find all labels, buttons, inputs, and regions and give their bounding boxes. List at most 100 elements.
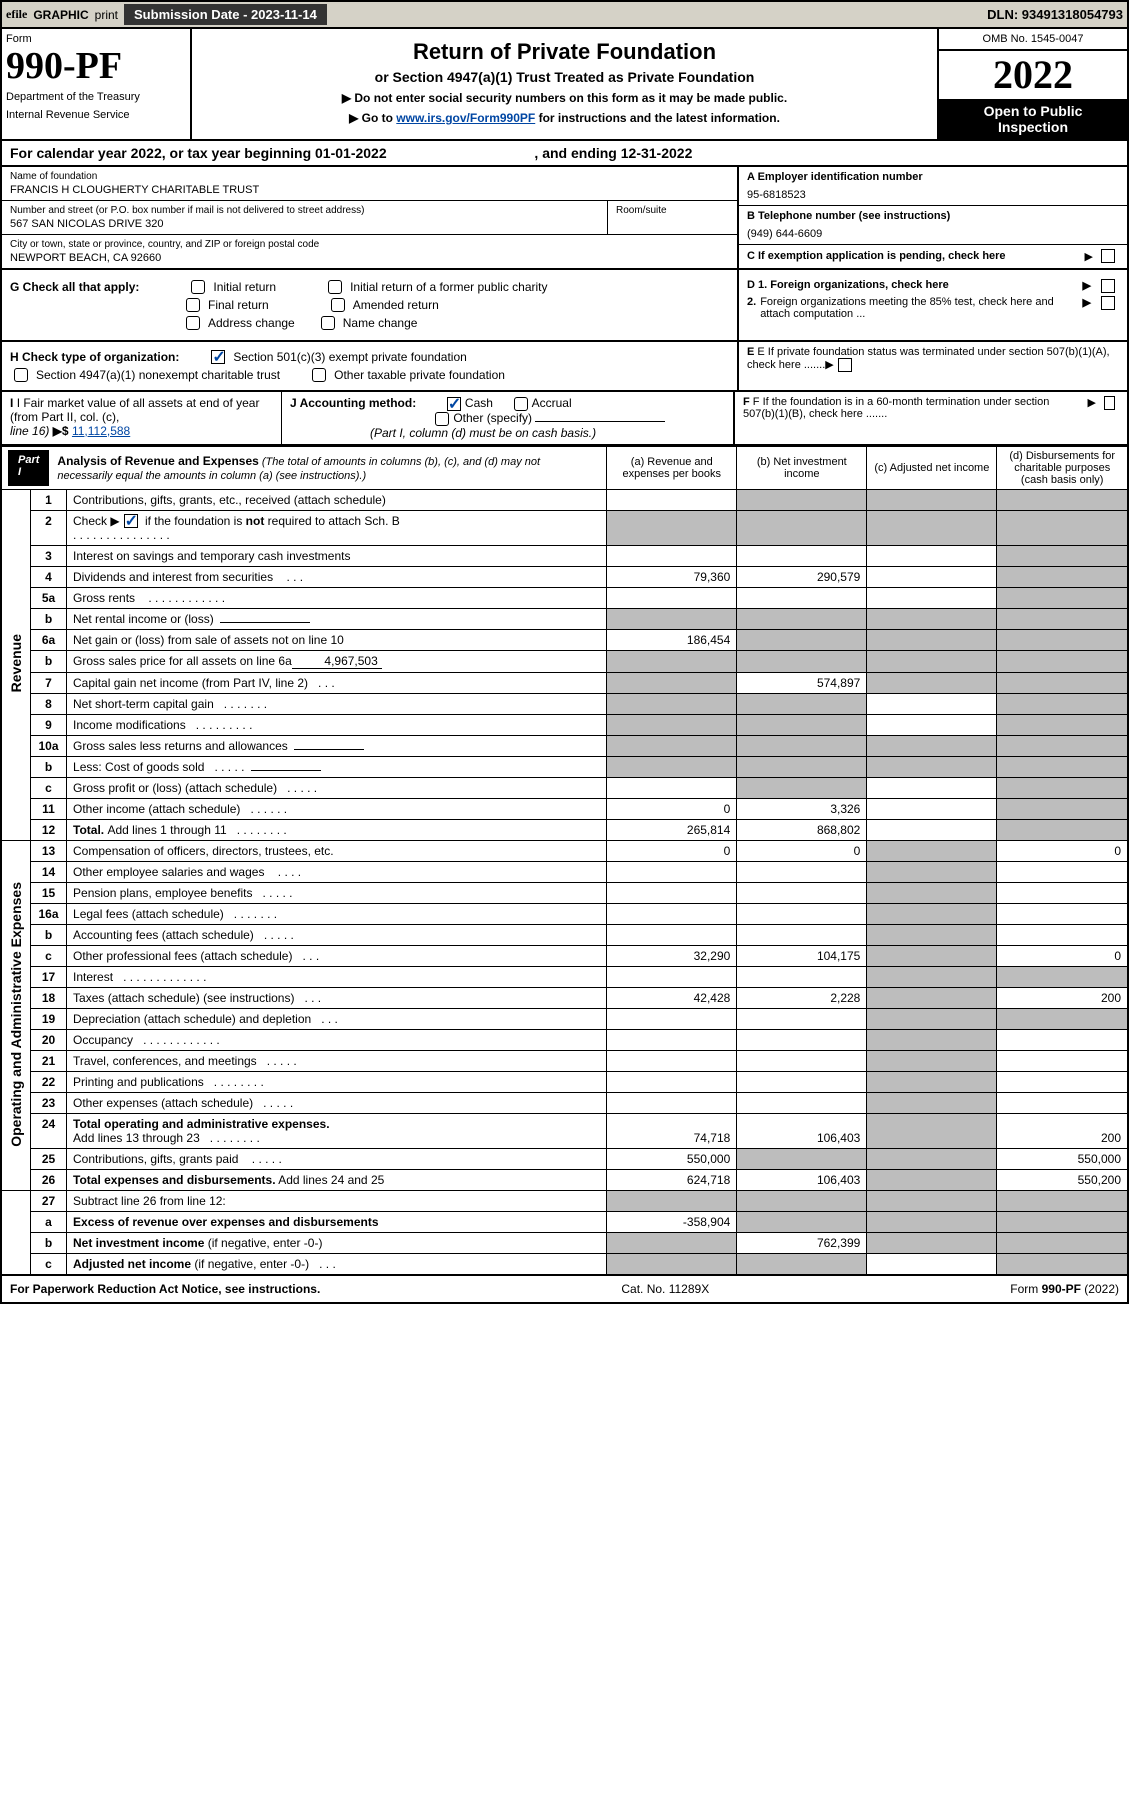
city-row: City or town, state or province, country…: [2, 235, 737, 268]
r13-a: 0: [607, 841, 737, 862]
g-o6: Name change: [343, 316, 418, 330]
note2b: for instructions and the latest informat…: [535, 111, 780, 125]
r2-desc: Check ▶ if the foundation is not require…: [67, 510, 607, 546]
r10c-desc: Gross profit or (loss) (attach schedule)…: [67, 778, 607, 799]
col-b-hdr: (b) Net investment income: [737, 446, 867, 489]
d1-arrow: ▶: [1083, 279, 1091, 292]
cb-cash[interactable]: [447, 397, 461, 411]
part1-table: Part I Analysis of Revenue and Expenses …: [2, 446, 1127, 1276]
r16c-d: 0: [997, 946, 1127, 967]
r27a-desc: Excess of revenue over expenses and disb…: [67, 1212, 607, 1233]
header-left: Form 990-PF Department of the Treasury I…: [2, 29, 192, 139]
f-arrow: ▶: [1088, 396, 1096, 409]
r8-desc: Net short-term capital gain . . . . . . …: [67, 694, 607, 715]
cb-4947[interactable]: [14, 368, 28, 382]
cb-d1[interactable]: [1101, 279, 1115, 293]
header-right: OMB No. 1545-0047 2022 Open to Public In…: [937, 29, 1127, 139]
i-val[interactable]: 11,112,588: [72, 424, 130, 438]
g-o4: Initial return of a former public charit…: [350, 280, 547, 294]
cb-initial[interactable]: [191, 280, 205, 294]
cb-501c3[interactable]: [211, 350, 225, 364]
col-d-hdr: (d) Disbursements for charitable purpose…: [997, 446, 1127, 489]
note1: ▶ Do not enter social security numbers o…: [198, 91, 931, 105]
side-revenue: Revenue: [8, 634, 24, 692]
r14-desc: Other employee salaries and wages . . . …: [67, 862, 607, 883]
city-label: City or town, state or province, country…: [10, 239, 729, 250]
g-o1: Initial return: [213, 280, 276, 294]
r4-a: 79,360: [607, 567, 737, 588]
r6a-a: 186,454: [607, 630, 737, 651]
cb-initial-former[interactable]: [328, 280, 342, 294]
c-checkbox[interactable]: [1101, 249, 1115, 263]
calyear-b: , and ending 12-31-2022: [534, 145, 692, 161]
c-row: C If exemption application is pending, c…: [739, 245, 1127, 267]
r26-d: 550,200: [997, 1170, 1127, 1191]
cb-f[interactable]: [1104, 396, 1115, 410]
r18-d: 200: [997, 988, 1127, 1009]
footer-left: For Paperwork Reduction Act Notice, see …: [10, 1282, 320, 1296]
cb-e[interactable]: [838, 358, 852, 372]
r9-desc: Income modifications . . . . . . . . .: [67, 715, 607, 736]
cb-other-taxable[interactable]: [312, 368, 326, 382]
r13-desc: Compensation of officers, directors, tru…: [67, 841, 607, 862]
d2b: Foreign organizations meeting the 85% te…: [760, 296, 1076, 320]
j-section: J Accounting method: Cash Accrual Other …: [282, 392, 733, 444]
room-label: Room/suite: [616, 205, 729, 216]
r11-b: 3,326: [737, 799, 867, 820]
addr-row: Number and street (or P.O. box number if…: [2, 201, 737, 235]
ein-row: A Employer identification number 95-6818…: [739, 167, 1127, 206]
cb-name-change[interactable]: [321, 316, 335, 330]
omb-number: OMB No. 1545-0047: [939, 29, 1127, 51]
f-section: F F If the foundation is in a 60-month t…: [733, 392, 1127, 444]
r26-b: 106,403: [737, 1170, 867, 1191]
cb-schb[interactable]: [124, 514, 138, 528]
r24-d: 200: [997, 1114, 1127, 1149]
footer-right: Form 990-PF (2022): [1010, 1282, 1119, 1296]
r27-desc: Subtract line 26 from line 12:: [67, 1191, 607, 1212]
i-section: I I Fair market value of all assets at e…: [2, 392, 282, 444]
tel-label: B Telephone number (see instructions): [747, 210, 1119, 222]
cb-other-method[interactable]: [435, 412, 449, 426]
form-word: Form: [6, 33, 186, 45]
r5b-desc: Net rental income or (loss): [67, 609, 607, 630]
col-c-hdr: (c) Adjusted net income: [867, 446, 997, 489]
g-label: G Check all that apply:: [10, 280, 139, 294]
tel-row: B Telephone number (see instructions) (9…: [739, 206, 1127, 245]
print-label[interactable]: print: [95, 8, 118, 22]
r27c-desc: Adjusted net income (if negative, enter …: [67, 1254, 607, 1275]
info-section: Name of foundation FRANCIS H CLOUGHERTY …: [2, 167, 1127, 270]
r27a-a: -358,904: [607, 1212, 737, 1233]
j-accrual: Accrual: [532, 396, 572, 410]
r18-a: 42,428: [607, 988, 737, 1009]
cb-d2[interactable]: [1101, 296, 1115, 310]
cb-accrual[interactable]: [514, 397, 528, 411]
i-label2: line 16): [10, 424, 49, 438]
d-section: D 1. Foreign organizations, check here▶ …: [737, 270, 1127, 340]
h-label: H Check type of organization:: [10, 350, 179, 364]
r4-b: 290,579: [737, 567, 867, 588]
e-label: E If private foundation status was termi…: [747, 346, 1110, 371]
efile-label: efile: [6, 7, 27, 22]
r6b-val: 4,967,503: [292, 654, 382, 669]
cb-addr-change[interactable]: [186, 316, 200, 330]
header-center: Return of Private Foundation or Section …: [192, 29, 937, 139]
r27b-desc: Net investment income (if negative, ente…: [67, 1233, 607, 1254]
i-label1: I Fair market value of all assets at end…: [10, 396, 259, 424]
cb-final[interactable]: [186, 298, 200, 312]
name-label: Name of foundation: [10, 171, 729, 182]
irs-link[interactable]: www.irs.gov/Form990PF: [396, 111, 535, 125]
r18-desc: Taxes (attach schedule) (see instruction…: [67, 988, 607, 1009]
r26-desc: Total expenses and disbursements. Add li…: [67, 1170, 607, 1191]
room-cell: Room/suite: [607, 201, 737, 234]
form-number: 990-PF: [6, 47, 186, 85]
r27b-b: 762,399: [737, 1233, 867, 1254]
agency2: Internal Revenue Service: [6, 109, 186, 121]
r16b-desc: Accounting fees (attach schedule) . . . …: [67, 925, 607, 946]
r12-a: 265,814: [607, 820, 737, 841]
cb-amended[interactable]: [331, 298, 345, 312]
g-o2: Final return: [208, 298, 269, 312]
j-cash: Cash: [465, 396, 493, 410]
open1: Open to Public: [984, 103, 1083, 119]
r16c-a: 32,290: [607, 946, 737, 967]
g-o3: Address change: [208, 316, 295, 330]
